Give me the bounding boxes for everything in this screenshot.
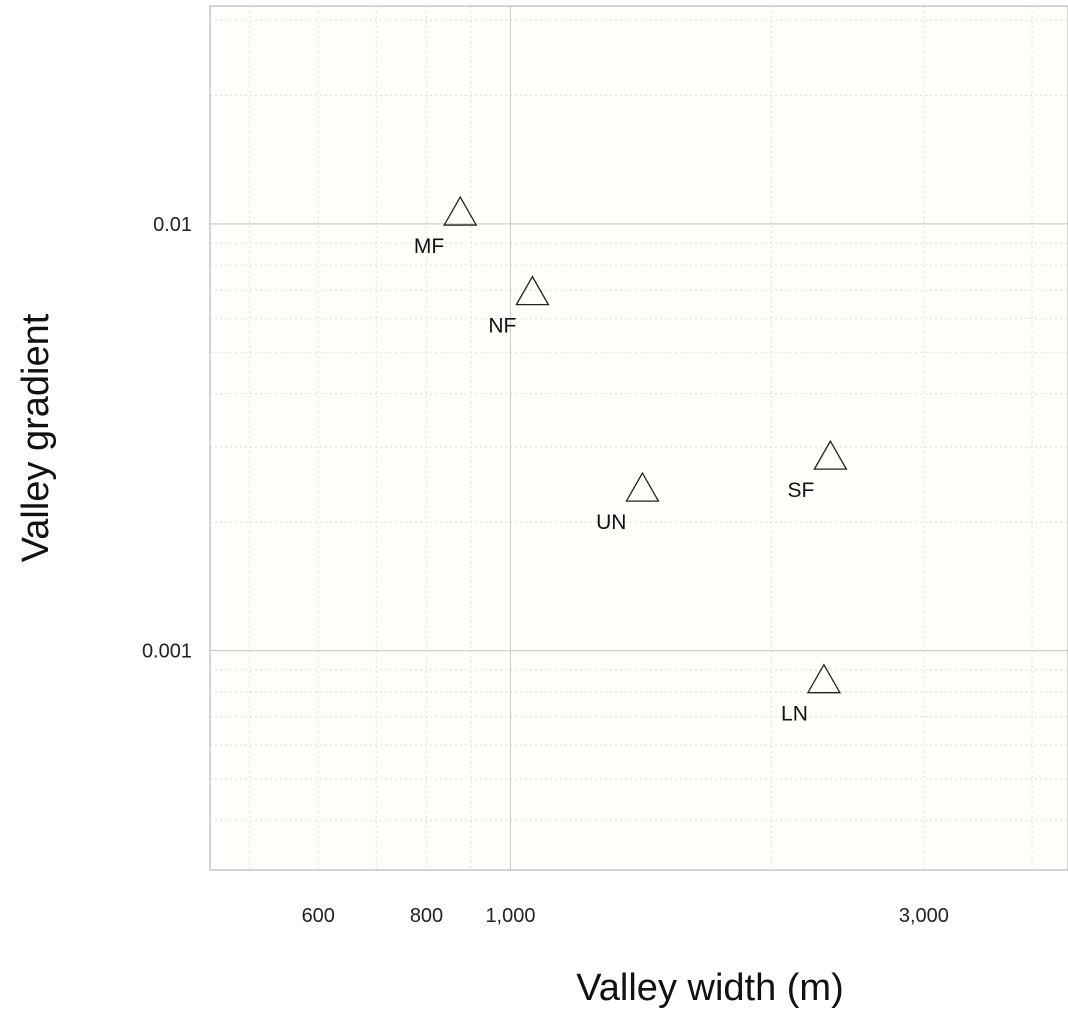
point-label: LN xyxy=(781,703,808,726)
triangle-marker xyxy=(625,471,660,502)
y-axis-title: Valley gradient xyxy=(15,313,57,562)
minor-gridlines xyxy=(210,6,1068,870)
y-tick-label: 0.01 xyxy=(153,214,192,236)
x-tick-label: 1,000 xyxy=(485,905,535,927)
point-label: UN xyxy=(596,511,626,534)
x-tick-label: 800 xyxy=(410,905,443,927)
triangle-marker xyxy=(813,439,848,470)
point-label: MF xyxy=(414,235,444,258)
x-tick-labels: 600 800 1,000 3,000 xyxy=(302,905,949,927)
plot-area-background xyxy=(210,6,1068,870)
triangle-marker xyxy=(515,275,550,306)
point-label: NF xyxy=(488,315,516,338)
data-points xyxy=(443,195,848,694)
y-tick-labels: 0.01 0.001 xyxy=(142,214,192,663)
point-label: SF xyxy=(788,479,815,502)
point-labels: MF NF UN SF LN xyxy=(414,235,814,726)
y-tick-label: 0.001 xyxy=(142,641,192,663)
plot-frame xyxy=(209,5,1068,871)
x-axis-title: Valley width (m) xyxy=(576,967,843,1009)
major-gridlines xyxy=(210,6,1068,870)
x-tick-label: 3,000 xyxy=(899,905,949,927)
triangle-marker xyxy=(443,195,478,226)
triangle-marker xyxy=(806,663,842,694)
x-tick-label: 600 xyxy=(302,905,335,927)
